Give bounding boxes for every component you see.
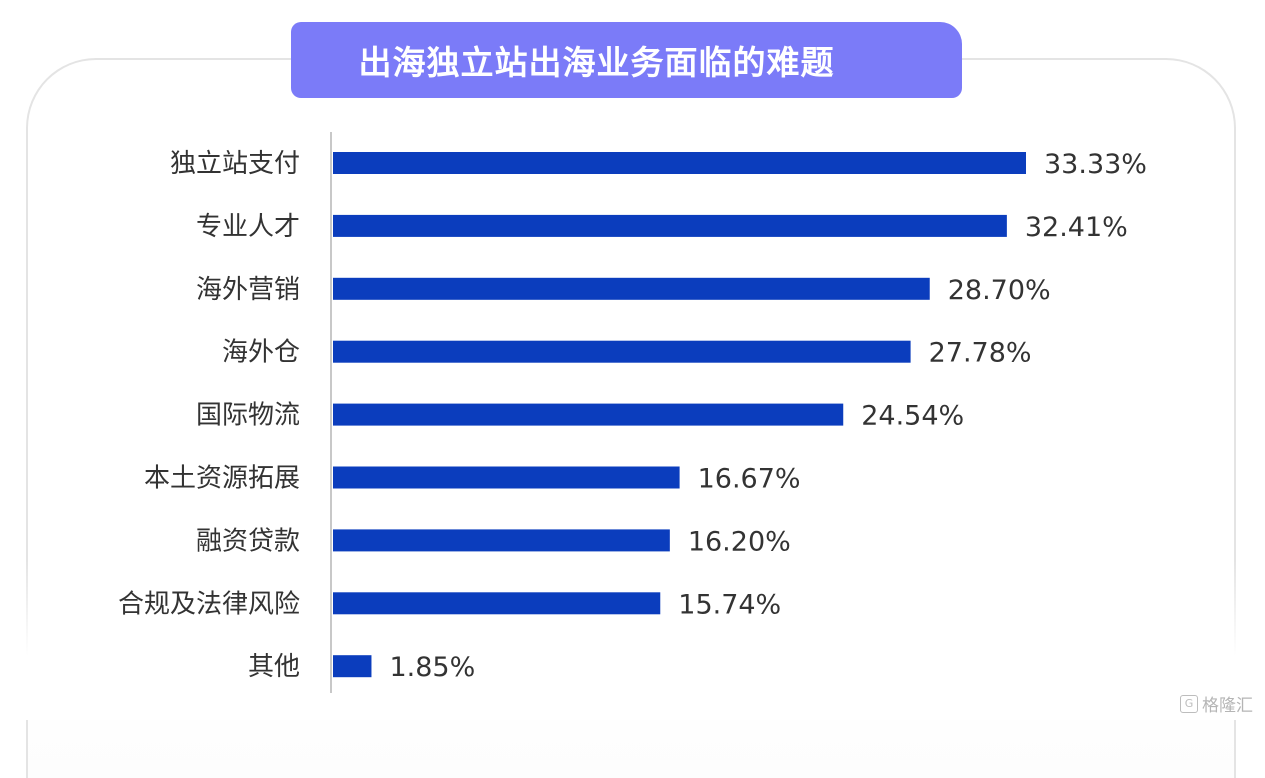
category-label: 国际物流 — [196, 401, 300, 431]
value-label: 27.78% — [929, 338, 1032, 369]
category-label: 独立站支付 — [170, 149, 300, 179]
value-label: 16.20% — [688, 526, 791, 557]
bar — [333, 403, 844, 426]
category-label: 海外仓 — [222, 338, 300, 368]
value-label: 32.41% — [1025, 212, 1128, 243]
value-label: 1.85% — [389, 652, 475, 683]
bars-group: 独立站支付 33.33% 专业人才 32.41% 海外营销 28.70% 海外仓 27.78%… — [118, 149, 1147, 683]
card-fade — [0, 560, 1265, 720]
bar-chart: 独立站支付 33.33% 专业人才 32.41% 海外营销 28.70% 海外仓 27.78%… — [118, 132, 1147, 693]
value-label: 24.54% — [861, 401, 964, 432]
value-label: 28.70% — [948, 275, 1051, 306]
category-label: 融资贷款 — [196, 526, 300, 556]
bar — [333, 214, 1007, 237]
bar — [333, 340, 911, 363]
value-label: 16.67% — [698, 464, 801, 495]
watermark-text: 格隆汇 — [1202, 696, 1253, 716]
bar — [333, 152, 1026, 174]
value-label: 33.33% — [1044, 149, 1147, 180]
category-label: 合规及法律风险 — [118, 589, 300, 619]
bar — [333, 277, 930, 300]
bar — [333, 466, 680, 489]
gelonghui-logo-icon: G — [1180, 694, 1198, 713]
category-label: 其他 — [248, 652, 300, 682]
value-label: 15.74% — [678, 589, 781, 620]
bar — [333, 529, 670, 552]
category-label: 海外营销 — [196, 275, 300, 305]
category-label: 专业人才 — [196, 212, 300, 242]
category-label: 本土资源拓展 — [144, 464, 300, 494]
chart-title: 出海独立站出海业务面临的难题 — [358, 43, 835, 82]
bar — [333, 655, 372, 678]
bar — [333, 592, 661, 615]
title-banner: 出海独立站出海业务面临的难题 — [291, 22, 962, 98]
watermark: G 格隆汇 — [1180, 691, 1253, 716]
